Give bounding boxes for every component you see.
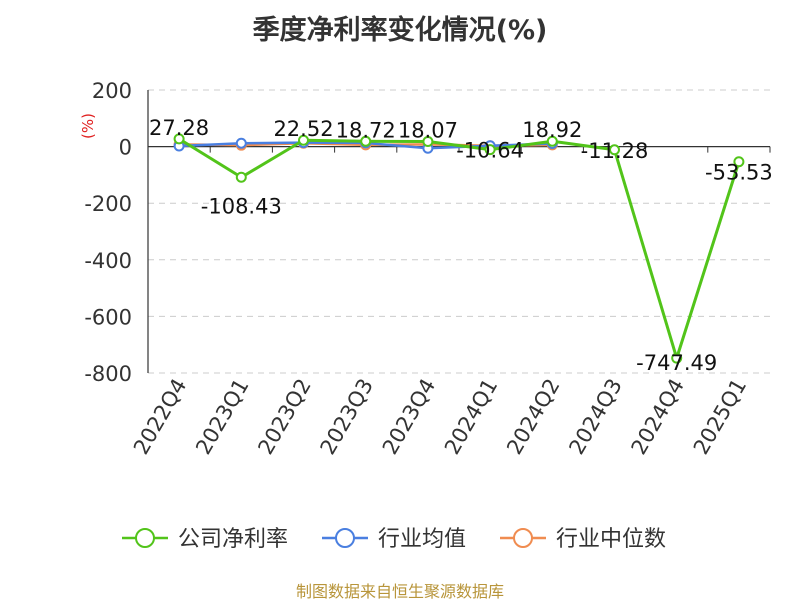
data-point bbox=[609, 144, 620, 156]
y-tick-label: -400 bbox=[84, 249, 132, 273]
data-label: 18.72 bbox=[336, 118, 396, 142]
data-point bbox=[484, 144, 496, 156]
y-axis-unit: (%) bbox=[79, 113, 97, 139]
x-tick-label: 2024Q1 bbox=[440, 374, 502, 458]
y-tick-label: 200 bbox=[92, 79, 132, 103]
data-point bbox=[733, 156, 745, 168]
series-line-0 bbox=[178, 137, 741, 360]
data-label: -10.64 bbox=[456, 139, 524, 163]
data-point bbox=[235, 137, 247, 149]
data-label: 18.07 bbox=[398, 118, 458, 142]
data-source-note: 制图数据来自恒生聚源数据库 bbox=[295, 582, 504, 601]
data-point bbox=[173, 133, 185, 145]
legend-label: 行业中位数 bbox=[556, 527, 666, 552]
x-tick-label: 2024Q4 bbox=[627, 375, 689, 459]
data-label: 22.52 bbox=[273, 117, 333, 141]
x-tick-label: 2023Q4 bbox=[378, 375, 440, 459]
x-tick-label: 2023Q3 bbox=[316, 375, 378, 459]
legend-label: 行业均值 bbox=[378, 527, 466, 552]
legend-label: 公司净利率 bbox=[178, 527, 288, 552]
data-point bbox=[546, 135, 558, 147]
y-tick-label: 0 bbox=[119, 136, 132, 160]
legend-marker bbox=[513, 528, 533, 548]
data-label: -108.43 bbox=[201, 194, 282, 218]
x-tick-label: 2025Q1 bbox=[689, 375, 751, 459]
data-point bbox=[422, 135, 434, 147]
legend-marker bbox=[135, 528, 155, 548]
data-point bbox=[360, 135, 372, 147]
x-tick-label: 2024Q3 bbox=[564, 375, 626, 459]
data-point bbox=[298, 134, 309, 146]
data-label: -11.28 bbox=[581, 139, 649, 163]
data-point bbox=[235, 171, 247, 183]
x-tick-label: 2023Q1 bbox=[191, 375, 253, 459]
data-point bbox=[671, 352, 683, 364]
legend-marker bbox=[335, 528, 355, 548]
data-label: 18.92 bbox=[522, 118, 582, 142]
data-label: -53.53 bbox=[705, 161, 773, 185]
y-tick-label: -200 bbox=[84, 192, 132, 216]
x-tick-label: 2022Q4 bbox=[129, 375, 191, 459]
x-tick-label: 2023Q2 bbox=[253, 375, 315, 459]
x-tick-label: 2024Q2 bbox=[502, 375, 564, 459]
y-tick-label: -800 bbox=[84, 362, 132, 386]
y-tick-label: -600 bbox=[84, 305, 132, 329]
data-label: -747.49 bbox=[636, 351, 717, 375]
data-label: 27.28 bbox=[149, 116, 209, 140]
chart-title: 季度净利率变化情况(%) bbox=[252, 15, 548, 46]
